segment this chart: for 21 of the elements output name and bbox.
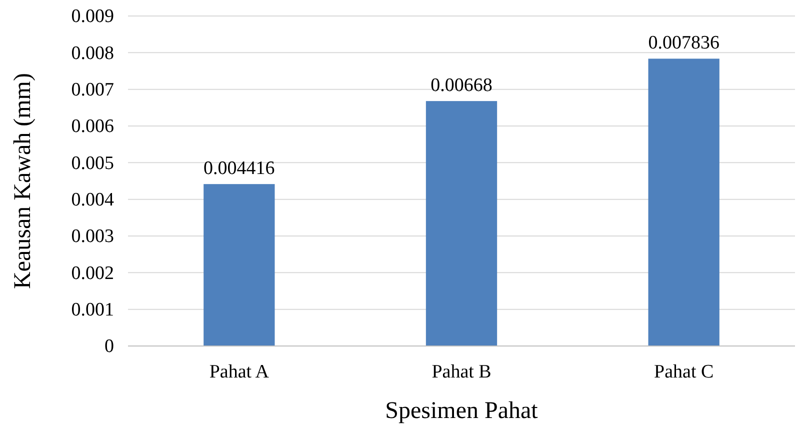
y-tick-label: 0.006 — [71, 116, 114, 138]
bar — [426, 101, 498, 346]
y-tick-label: 0.001 — [71, 299, 114, 320]
bar — [648, 58, 720, 346]
y-axis-title: Keausan Kawah (mm) — [10, 73, 36, 289]
y-tick-label: 0.003 — [71, 226, 114, 248]
x-tick-label: Pahat A — [209, 361, 270, 382]
y-tick-label: 0.002 — [71, 262, 114, 284]
y-tick-label: 0.004 — [71, 189, 114, 210]
bar — [204, 184, 275, 346]
y-tick-label: 0.008 — [71, 42, 114, 64]
y-tick-label: 0.009 — [71, 6, 114, 28]
x-tick-label: Pahat C — [654, 361, 714, 382]
y-tick-label: 0.007 — [71, 79, 114, 100]
y-tick-label: 0 — [104, 336, 114, 358]
data-label: 0.007836 — [648, 32, 720, 54]
y-tick-label: 0.005 — [71, 152, 114, 174]
data-label: 0.00668 — [430, 75, 492, 96]
x-tick-label: Pahat B — [432, 361, 492, 382]
x-axis-title: Spesimen Pahat — [385, 398, 538, 424]
data-label: 0.004416 — [204, 158, 275, 180]
